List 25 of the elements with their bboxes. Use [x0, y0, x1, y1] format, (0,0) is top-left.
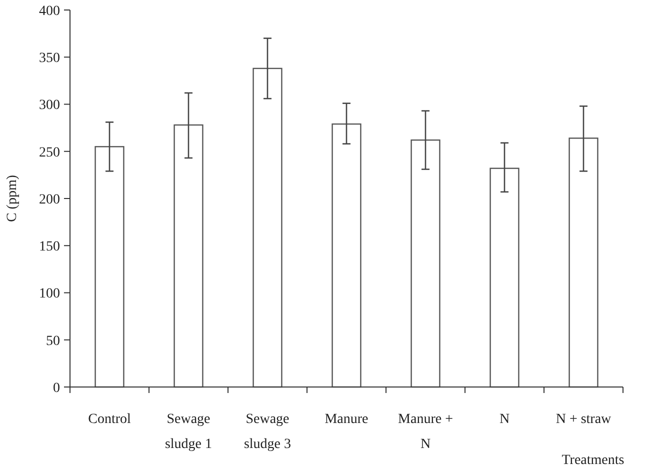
y-tick-label: 50	[46, 334, 60, 349]
x-tick-label: Sewage sludge 1	[164, 412, 212, 452]
x-tick-label: N	[499, 412, 510, 427]
bar	[490, 168, 520, 388]
bar	[410, 139, 440, 388]
y-tick-label: 0	[53, 380, 60, 396]
y-tick-label: 350	[39, 51, 60, 66]
x-tick-label: N + straw	[556, 412, 612, 427]
y-tick-label: 300	[39, 98, 60, 114]
bar	[568, 138, 598, 388]
x-axis-title: Treatments	[562, 453, 624, 468]
bar	[332, 123, 362, 388]
x-tick-label: Manure + N	[398, 412, 454, 452]
bar	[252, 68, 282, 388]
y-tick-label: 100	[39, 286, 60, 302]
y-tick-label: 400	[39, 4, 60, 19]
x-tick-label: Control	[88, 412, 131, 427]
y-tick-label: 150	[39, 240, 60, 255]
y-tick-label: 250	[39, 145, 60, 160]
y-axis-title: C (ppm)	[5, 174, 20, 222]
bar	[174, 124, 204, 388]
y-tick-label: 200	[39, 192, 60, 208]
bar	[94, 146, 124, 388]
x-tick-label: Manure	[324, 412, 368, 427]
x-tick-label: Sewage sludge 3	[244, 412, 292, 452]
